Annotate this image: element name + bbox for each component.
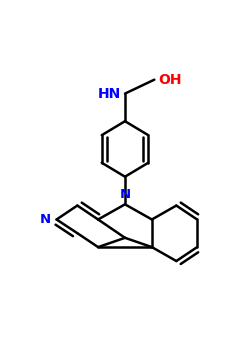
Text: N: N <box>39 213 50 226</box>
Text: OH: OH <box>158 73 182 87</box>
Text: N: N <box>120 188 130 201</box>
Text: HN: HN <box>98 86 121 100</box>
